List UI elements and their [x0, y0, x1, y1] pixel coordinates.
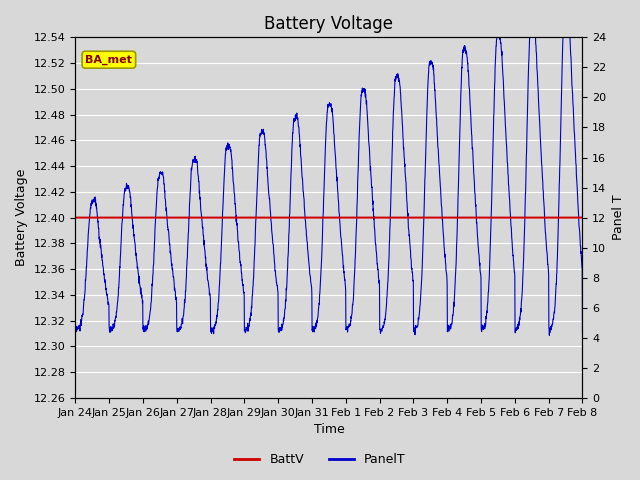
X-axis label: Time: Time [314, 423, 344, 436]
Title: Battery Voltage: Battery Voltage [264, 15, 394, 33]
Text: BA_met: BA_met [85, 55, 132, 65]
Legend: BattV, PanelT: BattV, PanelT [229, 448, 411, 471]
Y-axis label: Battery Voltage: Battery Voltage [15, 169, 28, 266]
Y-axis label: Panel T: Panel T [612, 195, 625, 240]
